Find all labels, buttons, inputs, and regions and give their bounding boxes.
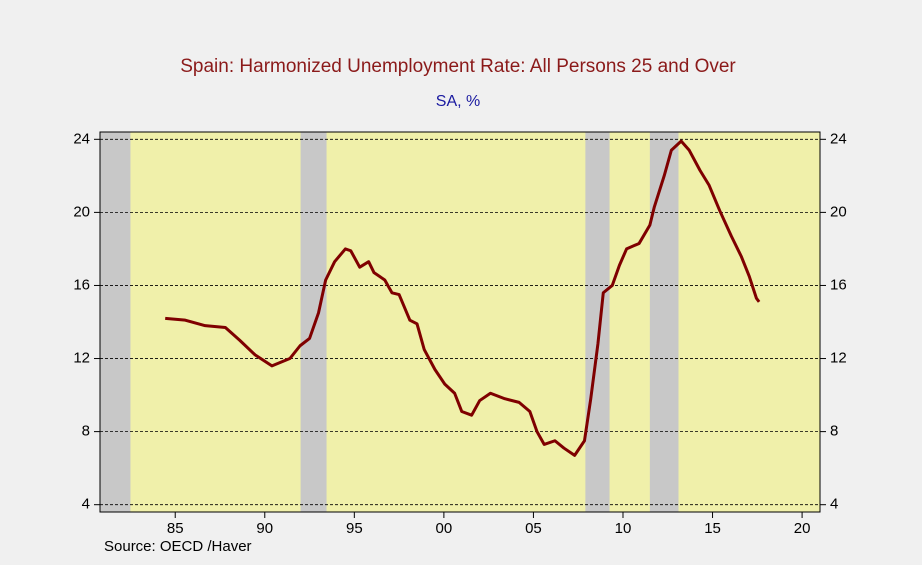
y2-tick-label: 16: [830, 276, 847, 293]
y-tick-label: 24: [73, 130, 90, 147]
y-tick-label: 16: [73, 276, 90, 293]
y-tick-label: 4: [82, 496, 90, 513]
y-tick-label: 20: [73, 203, 90, 220]
recession-band: [585, 132, 610, 512]
chart-subtitle: SA, %: [436, 93, 480, 110]
x-tick-label: 10: [615, 520, 632, 537]
x-tick-label: 90: [256, 520, 273, 537]
recession-band: [649, 132, 679, 512]
y2-tick-label: 20: [830, 203, 847, 220]
x-tick-label: 85: [167, 520, 184, 537]
y2-tick-label: 4: [830, 496, 838, 513]
x-tick-label: 00: [436, 520, 453, 537]
y2-tick-label: 24: [830, 130, 847, 147]
x-tick-label: 05: [525, 520, 542, 537]
x-tick-label: 15: [704, 520, 721, 537]
x-tick-label: 95: [346, 520, 363, 537]
x-tick-label: 20: [794, 520, 811, 537]
plot-area: [100, 132, 820, 512]
y-tick-label: 8: [82, 423, 90, 440]
recession-band: [300, 132, 327, 512]
plot-frame: [99, 131, 821, 513]
recession-band: [100, 132, 131, 512]
y-tick-label: 12: [73, 350, 90, 367]
y2-tick-label: 12: [830, 350, 847, 367]
source-note: Source: OECD /Haver: [104, 538, 252, 555]
series-line: [165, 139, 761, 457]
y2-tick-label: 8: [830, 423, 838, 440]
chart-title: Spain: Harmonized Unemployment Rate: All…: [180, 56, 736, 77]
